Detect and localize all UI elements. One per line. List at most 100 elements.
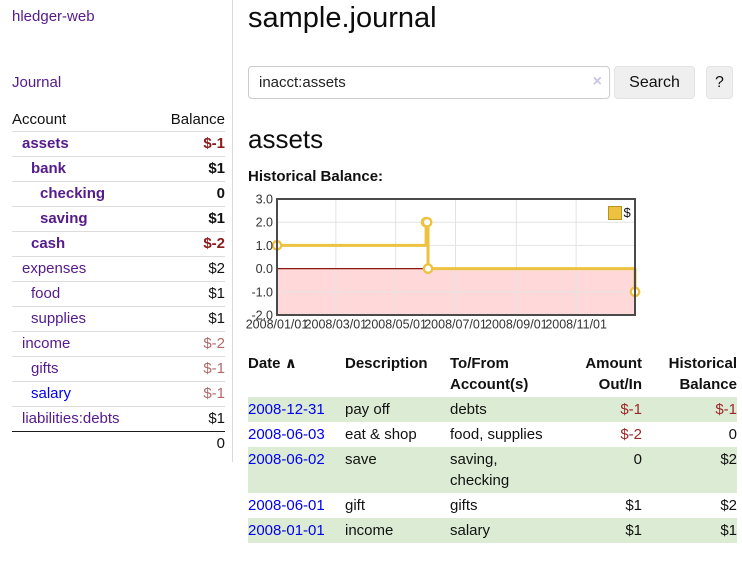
register-date-link[interactable]: 2008-06-02 (248, 451, 325, 468)
clear-search-icon[interactable]: × (592, 73, 602, 90)
accounts-table-body: assets $-1 bank $1 checking 0 saving $1 cash $-2 e… (12, 131, 225, 432)
account-name-cell: expenses (12, 256, 157, 282)
account-name-cell: liabilities:debts (12, 406, 157, 432)
account-row: income $-2 (12, 331, 225, 357)
account-link[interactable]: expenses (22, 260, 87, 277)
account-row: expenses $2 (12, 256, 225, 282)
accounts-header-balance: Balance (170, 111, 225, 128)
register-accounts-cell: salary (450, 522, 491, 539)
svg-text:2008/09/01: 2008/09/01 (485, 318, 548, 332)
account-name-cell: saving (12, 206, 157, 232)
account-balance: 0 (157, 181, 225, 207)
legend-swatch (608, 206, 622, 220)
account-link[interactable]: bank (31, 160, 67, 177)
register-date-link[interactable]: 2008-12-31 (248, 401, 325, 418)
register-description-cell: eat & shop (345, 426, 417, 443)
register-balance-cell: $2 (720, 497, 737, 514)
register-description-cell: gift (345, 497, 366, 514)
register-date-link[interactable]: 2008-06-03 (248, 426, 325, 443)
register-accounts-cell: debts (450, 401, 487, 418)
svg-text:-2.0: -2.0 (251, 309, 273, 323)
account-balance: $1 (157, 206, 225, 232)
register-table: Date ∧ Description To/From Account(s) Am… (248, 351, 737, 543)
account-name-cell: income (12, 331, 157, 357)
sidebar-item-journal[interactable]: Journal (12, 74, 62, 91)
register-date-cell: 2008-12-31 (248, 397, 345, 422)
register-header-accounts: To/From Account(s) (450, 355, 529, 393)
account-balance: $1 (157, 406, 225, 432)
register-date-cell: 2008-06-03 (248, 422, 345, 447)
account-link[interactable]: saving (40, 210, 88, 227)
accounts-total-value: 0 (157, 431, 225, 456)
register-row[interactable]: 2008-06-01 gift gifts $1 $2 (248, 493, 737, 518)
search-bar: × Search ? (248, 66, 742, 99)
account-balance: $-1 (157, 381, 225, 407)
account-link[interactable]: salary (31, 385, 72, 402)
accounts-total-row: 0 (12, 431, 225, 456)
app-title-link[interactable]: hledger-web (12, 8, 95, 25)
account-link[interactable]: food (31, 285, 61, 302)
account-row: supplies $1 (12, 306, 225, 332)
search-input[interactable] (248, 66, 610, 99)
account-row: cash $-2 (12, 231, 225, 257)
accounts-header-account: Account (12, 111, 67, 128)
chart-label: Historical Balance: (248, 168, 384, 185)
account-balance: $-2 (157, 231, 225, 257)
register-description-cell: save (345, 451, 377, 468)
register-amount-cell: $1 (625, 522, 642, 539)
register-header-date[interactable]: Date ∧ (248, 351, 345, 397)
register-date-cell: 2008-06-01 (248, 493, 345, 518)
page-title: sample.journal (248, 2, 437, 34)
register-balance-cell: $-1 (715, 401, 737, 418)
main-content: sample.journal × Search ? assets Histori… (233, 0, 742, 567)
account-link[interactable]: liabilities:debts (22, 410, 120, 427)
svg-text:3.0: 3.0 (256, 193, 273, 207)
register-amount-cell: $-2 (620, 426, 642, 443)
account-row: liabilities:debts $1 (12, 406, 225, 432)
register-row[interactable]: 2008-01-01 income salary $1 $1 (248, 518, 737, 543)
register-accounts-cell: food, supplies (450, 426, 543, 443)
account-link[interactable]: assets (22, 135, 69, 152)
register-amount-cell: 0 (633, 451, 642, 468)
accounts-total-spacer (12, 431, 157, 456)
search-input-wrap: × (248, 66, 610, 99)
register-row[interactable]: 2008-06-03 eat & shop food, supplies $-2 0 (248, 422, 737, 447)
sidebar: hledger-web Journal Account Balance asse… (0, 0, 233, 462)
hledger-web-app: hledger-web Journal Account Balance asse… (0, 0, 742, 567)
account-balance: $1 (157, 281, 225, 307)
account-name-cell: food (12, 281, 157, 307)
account-name-cell: bank (12, 156, 157, 182)
register-header-balance: Historical Balance (668, 355, 737, 393)
svg-text:2008/01/01: 2008/01/01 (246, 318, 309, 332)
svg-text:-1.0: -1.0 (251, 285, 273, 299)
register-header-description: Description (345, 355, 428, 372)
account-balance: $2 (157, 256, 225, 282)
svg-text:2008/11/01: 2008/11/01 (545, 318, 607, 332)
account-name-cell: cash (12, 231, 157, 257)
historical-balance-chart[interactable]: $3.0 2.0 1.0 0.0 -1.0 -2.0 2008/01/01 2008/03/0… (246, 193, 742, 335)
register-row[interactable]: 2008-06-02 save saving, checking 0 $2 (248, 447, 737, 493)
chart-canvas[interactable]: $3.0 2.0 1.0 0.0 -1.0 -2.02008/01/012008/03/0… (246, 193, 742, 335)
help-button[interactable]: ? (706, 66, 733, 99)
account-link[interactable]: cash (31, 235, 66, 252)
register-header-date-label: Date (248, 355, 281, 372)
register-balance-cell: $2 (720, 451, 737, 468)
sidebar-nav: Journal (12, 74, 224, 91)
account-link[interactable]: supplies (31, 310, 87, 327)
search-button[interactable]: Search (614, 66, 695, 99)
svg-text:2.0: 2.0 (256, 216, 273, 230)
account-row: bank $1 (12, 156, 225, 182)
register-date-link[interactable]: 2008-01-01 (248, 522, 325, 539)
account-link[interactable]: checking (40, 185, 106, 202)
register-row[interactable]: 2008-12-31 pay off debts $-1 $-1 (248, 397, 737, 422)
app-title: hledger-web (12, 8, 224, 25)
svg-text:2008/03/01: 2008/03/01 (305, 318, 368, 332)
account-balance: $1 (157, 156, 225, 182)
register-date-cell: 2008-06-02 (248, 447, 345, 493)
svg-text:0.0: 0.0 (256, 262, 273, 276)
register-date-link[interactable]: 2008-06-01 (248, 497, 325, 514)
account-link[interactable]: income (22, 335, 71, 352)
account-row: gifts $-1 (12, 356, 225, 382)
accounts-table: Account Balance assets $-1 bank $1 checking 0… (12, 108, 225, 456)
account-link[interactable]: gifts (31, 360, 59, 377)
